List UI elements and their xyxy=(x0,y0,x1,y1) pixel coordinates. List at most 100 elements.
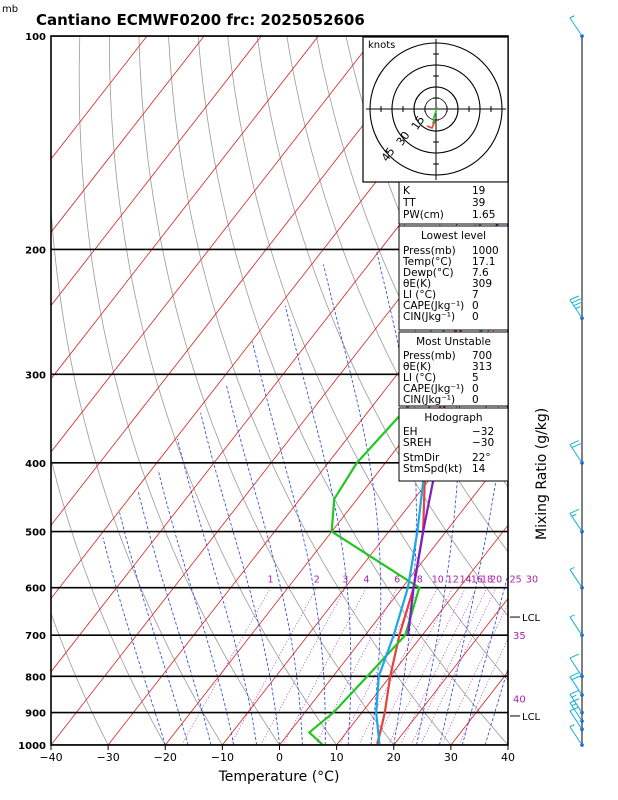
isotherm xyxy=(51,36,433,526)
stats-unstable-title: Most Unstable xyxy=(416,336,491,348)
mixing-ratio-line xyxy=(260,587,346,745)
isotherm xyxy=(51,158,508,745)
mixing-ratio-label: 6 xyxy=(394,575,400,586)
wind-barb-flag xyxy=(569,614,575,618)
x-tick-label: −10 xyxy=(211,751,234,764)
x-tick-label: 30 xyxy=(444,751,458,764)
x-tick-label: 10 xyxy=(330,751,344,764)
wind-barb-staff xyxy=(569,657,583,677)
isotherm xyxy=(51,36,319,380)
x-tick-label: 20 xyxy=(387,751,401,764)
dry-adiabat xyxy=(286,36,508,553)
wind-barb-flag xyxy=(569,653,580,659)
moist-adiabat xyxy=(416,249,460,745)
stat-unstable-value: 0 xyxy=(472,394,479,406)
moist-adiabat xyxy=(177,438,257,745)
mixing-ratio-label: 8 xyxy=(417,575,423,586)
stat-lowest-value: 7 xyxy=(472,289,479,301)
moist-adiabat xyxy=(225,384,303,745)
moist-adiabat xyxy=(323,264,382,745)
dry-adiabat xyxy=(78,36,280,745)
wind-barb-flag xyxy=(569,508,580,514)
stat-k-key: K xyxy=(403,185,411,197)
dry-adiabat xyxy=(523,36,618,745)
stat-lowest-key: LI (°C) xyxy=(403,289,436,301)
isotherm-label: 40 xyxy=(513,695,526,706)
moist-adiabat xyxy=(252,341,326,745)
stat-lowest-value: 309 xyxy=(472,278,492,290)
mixing-ratio-label: 4 xyxy=(363,575,369,586)
mixing-ratio-line xyxy=(282,587,367,745)
stat-lowest-value: 1000 xyxy=(472,245,499,257)
stat-k-value: 19 xyxy=(472,185,485,197)
mixing-ratio-label: 14 xyxy=(460,575,472,586)
isotherm xyxy=(51,36,148,160)
dry-adiabat xyxy=(138,36,395,745)
stat-unstable-key: CIN(Jkg⁻¹) xyxy=(403,394,455,406)
wind-barb-flag xyxy=(569,689,580,695)
wind-barb-flag xyxy=(569,724,575,728)
dry-adiabat xyxy=(583,36,618,745)
profile-temperature xyxy=(376,284,508,745)
stat-hodo-value: 22° xyxy=(472,452,491,464)
wind-barb-flag xyxy=(569,440,580,446)
stats-unstable-box xyxy=(398,331,509,407)
x-tick-label: 0 xyxy=(276,751,283,764)
stat-lowest-value: 0 xyxy=(472,311,479,323)
mixing-ratio-label: 10 xyxy=(432,575,444,586)
wind-barb-flag xyxy=(571,675,582,681)
mixing-ratio-line xyxy=(399,587,478,745)
p-tick-label: 700 xyxy=(25,631,46,642)
p-tick-label: 100 xyxy=(25,32,46,43)
dry-adiabat xyxy=(51,612,109,745)
isotherm xyxy=(51,36,376,453)
moist-adiabat xyxy=(284,305,352,745)
p-tick-label: 600 xyxy=(25,584,46,595)
wind-barb-staff xyxy=(569,17,583,37)
wind-barb-flag xyxy=(571,703,577,707)
p-tick-label: 800 xyxy=(25,672,46,683)
mixing-ratio-label: 3 xyxy=(342,575,348,586)
stat-lowest-key: CAPE(Jkg⁻¹) xyxy=(403,300,464,312)
mixing-ratio-line xyxy=(410,587,488,745)
stat-hodo-value: −32 xyxy=(472,426,494,438)
wind-barb-flag xyxy=(571,694,577,698)
stat-lowest-key: CIN(Jkg⁻¹) xyxy=(403,311,455,323)
stat-unstable-value: 5 xyxy=(472,372,479,384)
moist-adiabat xyxy=(138,492,212,745)
x-tick-label: −30 xyxy=(97,751,120,764)
stat-hodo-key: StmSpd(kt) xyxy=(403,463,462,475)
mixing-ratio-label: 20 xyxy=(490,575,502,586)
x-tick-label: −40 xyxy=(39,751,62,764)
wind-barb-staff xyxy=(569,513,583,532)
dry-adiabat xyxy=(612,36,618,745)
dry-adiabat xyxy=(51,457,166,745)
stat-pw-key: PW(cm) xyxy=(403,209,444,221)
stat-lowest-key: θE(K) xyxy=(403,278,431,290)
dry-adiabat xyxy=(553,36,618,745)
isotherm-label: 35 xyxy=(513,631,526,642)
moist-adiabat xyxy=(157,470,235,745)
hodo-trace-low xyxy=(432,106,438,125)
stat-lowest-value: 0 xyxy=(472,300,479,312)
p-tick-label: 900 xyxy=(25,709,46,720)
dry-adiabat xyxy=(197,36,508,745)
mixing-ratio-axis-label: Mixing Ratio (g/kg) xyxy=(534,408,550,540)
stats-index-box xyxy=(398,181,509,225)
stat-hodo-key: EH xyxy=(403,426,418,438)
wind-barb-staff xyxy=(569,616,583,636)
mixing-ratio-label: 16 xyxy=(471,575,483,586)
stats-hodo-box xyxy=(398,407,509,482)
lcl-label: LCL xyxy=(522,613,541,624)
stat-hodo-key: SREH xyxy=(403,437,432,449)
wind-barb-staff xyxy=(569,444,583,464)
profile-dewpoint xyxy=(307,302,508,745)
stat-unstable-key: CAPE(Jkg⁻¹) xyxy=(403,383,464,395)
dry-adiabat xyxy=(51,203,223,745)
x-axis-label: Temperature (°C) xyxy=(218,769,340,785)
stat-unstable-key: LI (°C) xyxy=(403,372,436,384)
chart-title: Cantiano ECMWF0200 frc: 2025052606 xyxy=(36,11,365,29)
moist-adiabat xyxy=(102,537,166,745)
